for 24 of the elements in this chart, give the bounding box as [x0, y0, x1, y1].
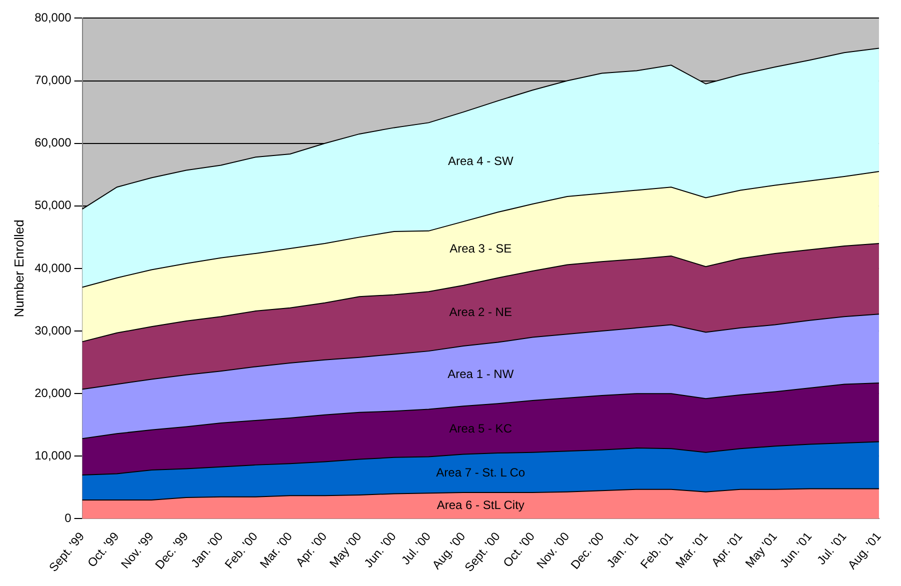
- x-tick-label: Apr. '01: [708, 529, 746, 570]
- series-label: Area 6 - StL City: [436, 498, 524, 512]
- x-tick-label: Jun. '01: [777, 529, 815, 570]
- y-tick-label: 30,000: [34, 323, 72, 338]
- series-label: Area 7 - St. L Co: [436, 465, 526, 480]
- y-tick-label: 70,000: [34, 73, 72, 88]
- y-tick-label: 0: [64, 511, 72, 526]
- series-label: Area 2 - NE: [449, 305, 512, 320]
- y-tick-label: 20,000: [34, 386, 72, 400]
- y-axis-title: Number Enrolled: [11, 220, 26, 318]
- x-tick-label: Jun. '00: [361, 529, 400, 570]
- series-label: Area 1 - NW: [448, 366, 514, 381]
- y-tick-label: 50,000: [34, 198, 72, 212]
- x-tick-label: Jul. '00: [398, 529, 434, 568]
- y-tick-label: 10,000: [34, 448, 72, 462]
- series-label: Area 5 - KC: [449, 422, 512, 436]
- y-tick-label: 60,000: [34, 136, 72, 150]
- x-tick-label: Oct. '00: [500, 529, 538, 570]
- x-tick-label: Oct. '99: [84, 529, 122, 570]
- y-tick-label: 80,000: [34, 10, 72, 25]
- x-tick-label: Apr. '00: [292, 529, 330, 570]
- series-label: Area 3 - SE: [450, 242, 512, 256]
- series-label: Area 4 - SW: [448, 154, 514, 168]
- y-tick-label: 40,000: [34, 260, 72, 275]
